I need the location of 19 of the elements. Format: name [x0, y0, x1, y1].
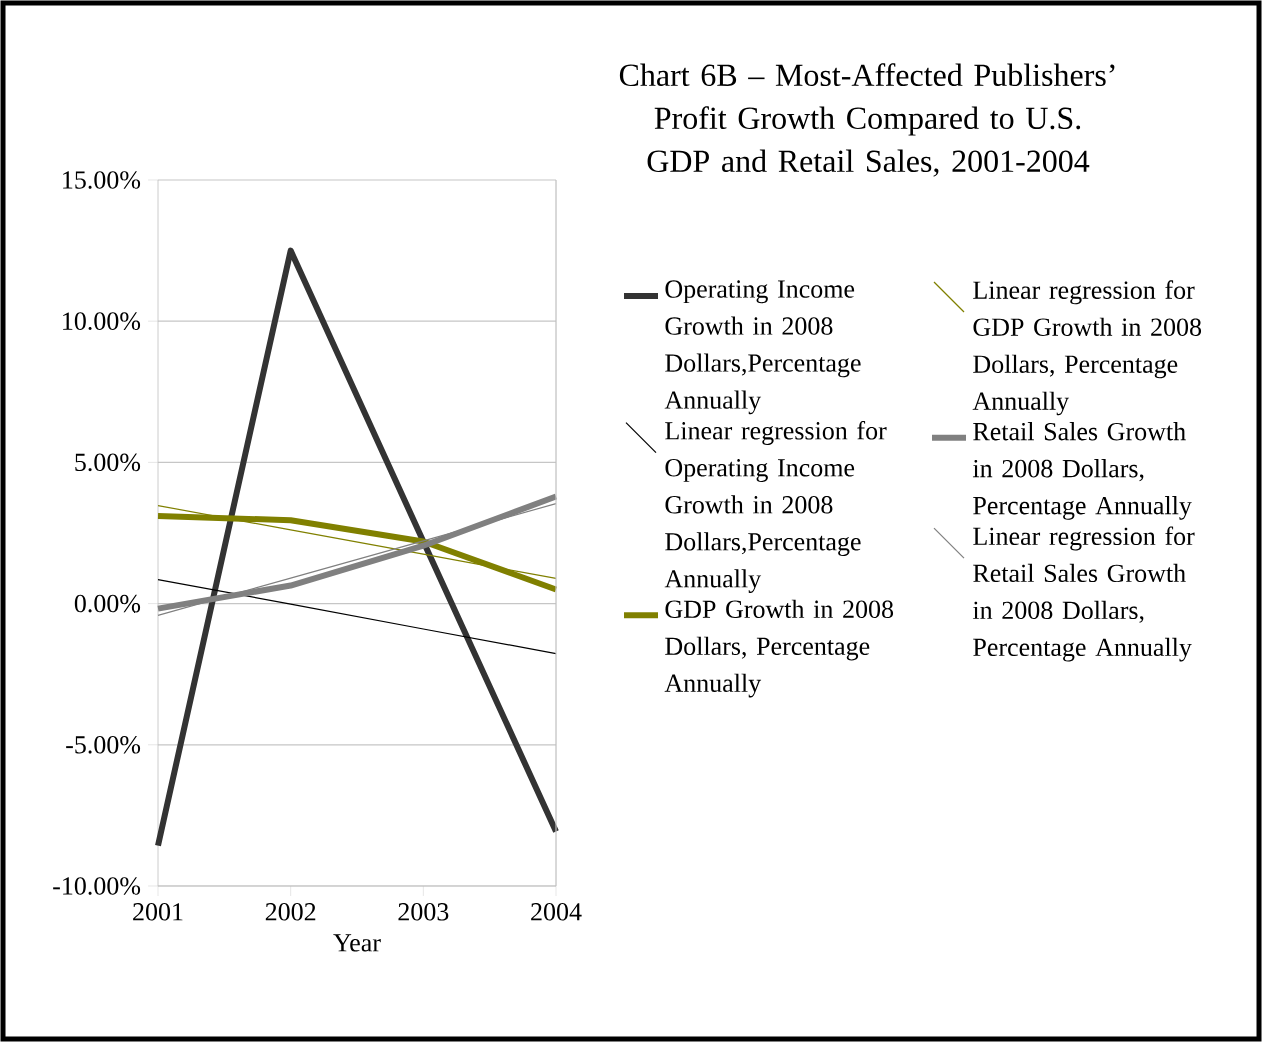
legend-label: Retail Sales Growth in 2008 Dollars, Percentage Annually [972, 422, 1192, 520]
legend-label: GDP Growth in 2008 Dollars, Percentage Annually [664, 599, 894, 698]
x-tick-label: 2004 [531, 903, 582, 921]
legend-label: Linear regression for Operating Income Growth in 2008 Dollars,Percentage Annually [664, 421, 887, 593]
x-tick-label: 2001 [133, 903, 183, 921]
y-tick-label: 10.00% [63, 312, 141, 331]
y-tick-label: -10.00% [53, 877, 141, 895]
line-series [157, 578, 557, 655]
y-tick-label: -5.00% [66, 735, 141, 754]
y-tick-label: 0.00% [74, 594, 141, 613]
legend-label: Operating Income Growth in 2008 Dollars,Percentage Annually [664, 280, 861, 415]
x-axis-title: Year [333, 934, 381, 952]
y-tick-label: 15.00% [63, 171, 141, 189]
legend-label: Linear regression for GDP Growth in 2008 Dollars, Percentage Annually [972, 280, 1202, 416]
x-tick-label: 2002 [265, 903, 316, 921]
legend-label: Linear regression for Retail Sales Growth in 2008 Dollars, Percentage Annually [972, 526, 1195, 662]
x-tick-label: 2003 [398, 903, 449, 921]
y-tick-label: 5.00% [75, 453, 141, 472]
text: Chart 6B – Most-Affected Publishers’ Profit Growth Compared to U.S. GDP and Retail Sales, 2001-2004 [619, 63, 1115, 177]
